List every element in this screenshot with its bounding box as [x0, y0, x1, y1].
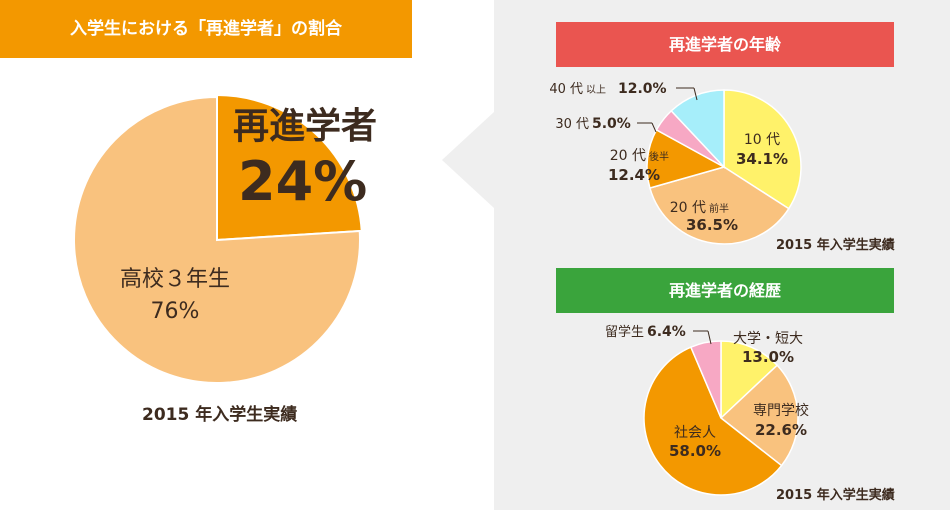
age-chart-note: 2015 年入学生実績: [776, 238, 895, 253]
age-slice-suffix-20s-late: 後半: [649, 150, 669, 163]
main-slice-returning: [216, 93, 363, 242]
career-leader-intl-tick: [707, 330, 712, 345]
age-slice-value-30s: 5.0%: [592, 116, 631, 132]
age-slice-label-20s-late: 20 代: [610, 148, 646, 164]
age-slice-label-40s: 40 代: [549, 82, 583, 97]
career-chart-note: 2015 年入学生実績: [776, 488, 895, 503]
main-slice-value-returning: 24%: [238, 150, 367, 213]
age-pie: [646, 89, 802, 245]
career-chart-title: 再進学者の経歴: [556, 268, 894, 313]
age-slice-label-20s-early: 20 代: [670, 200, 706, 216]
age-slice-suffix-40s: 以上: [586, 84, 606, 96]
age-leader-40s-tick: [693, 87, 698, 101]
career-slice-value-working: 58.0%: [669, 442, 721, 460]
age-slice-suffix-20s-early: 前半: [709, 202, 729, 215]
career-slice-working: [643, 346, 783, 496]
header-title: 入学生における「再進学者」の割合: [0, 0, 412, 58]
age-chart-title: 再進学者の年齢: [556, 22, 894, 67]
main-slice-value-highschool: 76%: [151, 299, 200, 324]
career-slice-university: [720, 340, 779, 420]
career-slice-label-vocational: 専門学校: [753, 402, 809, 419]
career-slice-label-working: 社会人: [674, 425, 716, 441]
career-slice-value-university: 13.0%: [742, 348, 794, 366]
main-chart-note: 2015 年入学生実績: [142, 405, 298, 425]
age-slice-label-30s: 30 代: [555, 117, 589, 132]
career-slice-value-vocational: 22.6%: [755, 421, 807, 439]
career-slice-vocational: [719, 364, 799, 467]
age-leader-30s-tick: [651, 122, 657, 133]
age-slice-value-10s: 34.1%: [736, 150, 788, 168]
age-slice-20s-early: [648, 166, 790, 245]
age-slice-label-10s: 10 代: [744, 132, 780, 148]
career-slice-value-intl: 6.4%: [647, 324, 686, 340]
age-slice-value-40s: 12.0%: [618, 81, 667, 97]
main-slice-label-highschool: 高校３年生: [120, 267, 230, 292]
career-slice-intl: [689, 340, 722, 419]
career-pie: [643, 340, 799, 496]
main-pie: [73, 93, 363, 384]
age-slice-value-20s-late: 12.4%: [608, 166, 660, 184]
main-slice-highschool: [73, 95, 361, 384]
main-slice-label-returning: 再進学者: [233, 105, 377, 147]
age-slice-value-20s-early: 36.5%: [686, 216, 738, 234]
career-slice-label-university: 大学・短大: [733, 331, 803, 347]
career-slice-label-intl: 留学生: [605, 324, 644, 340]
